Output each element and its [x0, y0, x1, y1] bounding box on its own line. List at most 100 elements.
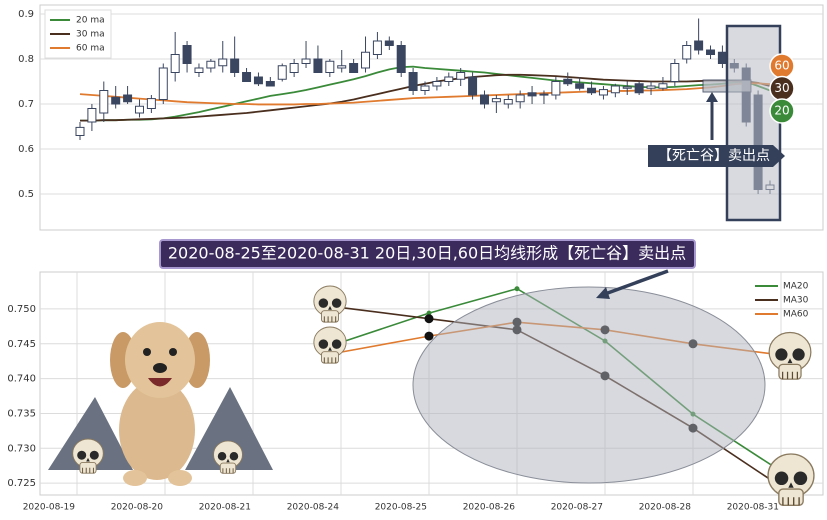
dog-paw	[168, 470, 192, 486]
arrow-head	[706, 92, 718, 102]
candle-body	[313, 58, 323, 73]
y-tick-label: 0.9	[18, 9, 34, 20]
y-tick-label: 0.745	[7, 339, 36, 350]
point	[424, 331, 434, 341]
point	[424, 314, 434, 324]
candle-body	[694, 40, 704, 51]
legend-box	[44, 9, 112, 59]
candle-body	[396, 45, 406, 73]
y-tick-label: 0.730	[7, 443, 36, 454]
badges: 60 30 20	[769, 53, 795, 124]
badge-label: 30	[774, 81, 789, 95]
point	[426, 310, 432, 316]
candle-body	[658, 83, 668, 89]
illustration	[48, 322, 273, 486]
candle-body	[230, 58, 240, 73]
candle-body	[337, 65, 347, 69]
legend-label: MA30	[783, 296, 809, 306]
legend-label: 20 ma	[76, 16, 105, 26]
candle-body	[242, 72, 252, 82]
dog-mouth	[148, 378, 172, 387]
candle-body	[456, 72, 466, 80]
candle-body	[420, 85, 430, 91]
dog-eye	[169, 348, 177, 356]
y-tick-label: 0.735	[7, 408, 36, 419]
candle-body	[479, 94, 489, 105]
y-tick-label: 0.750	[7, 304, 36, 315]
candle-body	[134, 105, 144, 114]
dog-body	[119, 380, 195, 480]
x-tick-label: 2020-08-19	[23, 503, 76, 513]
legend-label: MA60	[783, 310, 809, 320]
candle-body	[527, 92, 537, 97]
candle-body	[123, 94, 133, 103]
legend-label: MA20	[783, 282, 809, 292]
candle-body	[301, 58, 311, 64]
arrow-head	[596, 287, 610, 299]
candle-body	[384, 40, 394, 46]
candle-body	[587, 87, 597, 94]
candle-body	[194, 67, 204, 73]
x-tick-label: 2020-08-24	[287, 503, 340, 513]
x-tick-label: 2020-08-28	[639, 503, 692, 513]
skull	[767, 453, 815, 507]
label-box	[648, 145, 785, 167]
annotation: 【死亡谷】卖出点	[658, 148, 770, 164]
candle-body	[218, 58, 228, 67]
top-plot	[39, 4, 824, 231]
rock	[48, 397, 133, 470]
candle-body	[563, 78, 573, 85]
badge-label: 20	[774, 104, 789, 118]
candle-body	[99, 90, 109, 114]
x-tick-label: 2020-08-25	[375, 503, 427, 513]
dog-paw	[123, 470, 147, 486]
candle-body	[265, 81, 275, 87]
candle-body	[146, 98, 156, 109]
point	[514, 286, 520, 292]
top-chart: 0.5 0.6 0.7 0.8 0.9 20 ma 30 ma 60 ma	[18, 9, 823, 200]
y-tick-label: 0.8	[18, 54, 34, 65]
candle-body	[491, 98, 501, 103]
x-tick-label: 2020-08-31	[727, 503, 779, 513]
candle-body	[706, 49, 716, 55]
rock	[185, 387, 273, 470]
dog-eye	[143, 348, 151, 356]
candle-body	[444, 76, 454, 82]
candle-body	[75, 126, 85, 137]
candle-body	[575, 83, 585, 89]
legend-label: 60 ma	[76, 44, 105, 54]
candle-body	[432, 81, 442, 87]
legend-label: 30 ma	[76, 30, 105, 40]
candle-body	[325, 60, 335, 73]
dog-head	[125, 322, 195, 398]
candle-body	[170, 54, 180, 73]
y-tick-label: 0.740	[7, 374, 36, 385]
y-tick-label: 0.5	[18, 189, 34, 200]
candle-body	[717, 51, 727, 64]
candle-body	[158, 67, 168, 100]
candle-body	[622, 86, 632, 89]
arrow	[604, 269, 669, 296]
candle-body	[206, 60, 216, 69]
dog-nose	[153, 363, 167, 373]
candle-body	[349, 63, 359, 73]
candle-body	[682, 45, 692, 60]
candle-body	[670, 63, 680, 82]
candle-body	[111, 96, 121, 105]
badge	[769, 98, 795, 124]
candle-body	[182, 45, 192, 64]
candle-body	[503, 99, 513, 105]
x-tick-label: 2020-08-26	[463, 503, 516, 513]
banner	[159, 239, 696, 269]
highlight-ellipse	[412, 286, 766, 484]
candle-body	[539, 93, 549, 96]
candle-body	[634, 83, 644, 94]
y-tick-label: 0.6	[18, 144, 34, 155]
candle-body	[551, 81, 561, 96]
candle-body	[361, 51, 371, 69]
candle-body	[253, 76, 263, 85]
candle-body	[87, 108, 97, 123]
y-tick-label: 0.725	[7, 478, 36, 489]
candle-body	[468, 76, 478, 96]
